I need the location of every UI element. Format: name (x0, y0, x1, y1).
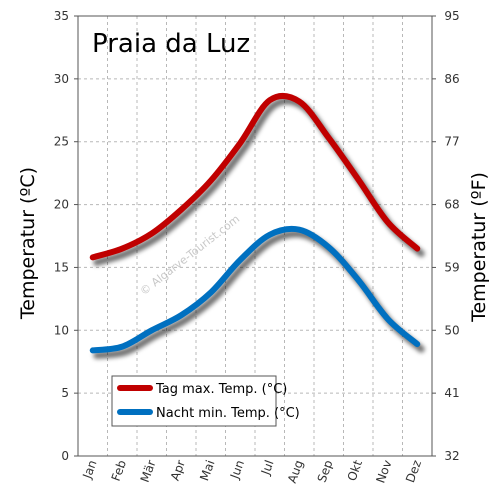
plot-border (77, 15, 433, 457)
tick-label-x: Jun (227, 458, 247, 481)
series (89, 92, 425, 359)
tick-label-left: 20 (54, 198, 69, 212)
tick-label-right: 32 (444, 449, 459, 463)
tick-label-x: Nov (373, 458, 394, 485)
x-axis-ticks: Jan Feb Mär Apr Mai Jun Jul Aug Sep Okt Nov Dez (80, 458, 424, 485)
tick-label-x: Aug (285, 458, 306, 485)
tick-label-left: 35 (54, 9, 69, 23)
left-axis-label: Temperatur (ºC) (17, 167, 39, 320)
legend-label-max: Tag max. Temp. (°C) (155, 382, 287, 397)
tick-label-left: 5 (61, 386, 69, 400)
tick-label-x: Apr (168, 458, 188, 482)
tick-label-left: 10 (54, 323, 69, 337)
tick-label-left: 15 (54, 260, 69, 274)
left-axis-ticks: 0 5 10 15 20 25 30 35 (54, 9, 78, 463)
tick-label-x: Sep (315, 458, 336, 484)
tick-label-right: 68 (444, 198, 459, 212)
tick-label-x: Jan (80, 458, 100, 481)
tick-label-right: 50 (444, 323, 459, 337)
right-axis-ticks: 32 41 50 59 68 77 86 95 (432, 9, 460, 463)
tick-label-x: Feb (109, 458, 129, 483)
tick-label-x: Jul (258, 458, 276, 477)
tick-label-right: 41 (444, 386, 459, 400)
tick-label-right: 77 (444, 135, 459, 149)
tick-label-x: Mai (197, 458, 217, 483)
tick-label-left: 0 (61, 449, 69, 463)
legend-box (111, 375, 277, 427)
tick-label-x: Mär (138, 458, 159, 484)
tick-label-right: 95 (444, 9, 459, 23)
tick-label-left: 25 (54, 135, 69, 149)
tick-label-right: 59 (444, 260, 459, 274)
tick-label-x: Okt (345, 458, 365, 483)
series-line-1 (89, 225, 421, 354)
chart-title: Praia da Luz (92, 29, 250, 59)
plot-frame (77, 15, 433, 457)
legend-label-min: Nacht min. Temp. (°C) (156, 406, 300, 421)
legend: Tag max. Temp. (°C) Nacht min. Temp. (°C… (111, 375, 300, 427)
tick-label-left: 30 (54, 72, 69, 86)
tick-label-x: Dez (403, 458, 424, 484)
series-line-0 (89, 92, 421, 261)
tick-label-right: 86 (444, 72, 459, 86)
right-axis-label: Temperatur (ºF) (468, 172, 490, 323)
